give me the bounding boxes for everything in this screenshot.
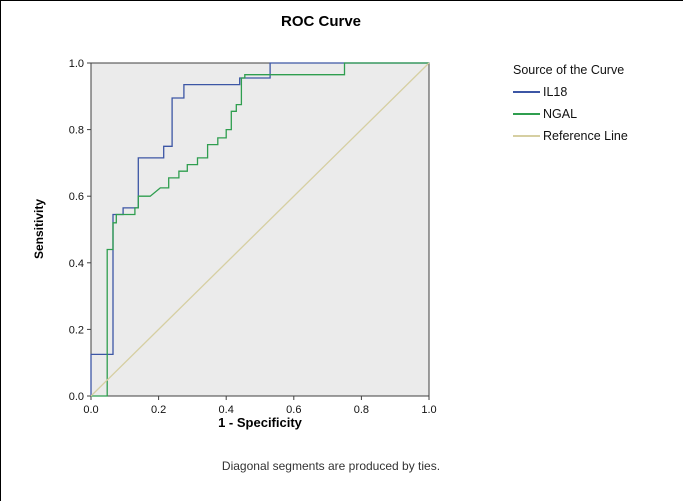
legend-label-reference: Reference Line bbox=[543, 129, 628, 143]
legend-line-swatch-il18 bbox=[513, 91, 540, 93]
chart-title: ROC Curve bbox=[280, 13, 362, 30]
y-tick-label: 0.2 bbox=[69, 324, 84, 336]
y-tick-label: 1.0 bbox=[69, 58, 84, 70]
y-tick-label: 0.0 bbox=[69, 391, 84, 403]
legend-line-swatch-reference bbox=[513, 135, 540, 137]
legend-item-reference-line: Reference Line bbox=[513, 125, 628, 147]
y-axis-label: Sensitivity bbox=[32, 198, 46, 260]
legend-item-ngal: NGAL bbox=[513, 103, 628, 125]
series-line-il18 bbox=[90, 62, 429, 396]
series-line-reference-line bbox=[90, 62, 430, 397]
legend-label-ngal: NGAL bbox=[543, 107, 578, 121]
y-tick-label: 0.8 bbox=[69, 125, 84, 137]
legend-line-swatch-ngal bbox=[513, 113, 540, 115]
legend-title: Source of the Curve bbox=[513, 63, 625, 77]
plot-panel bbox=[90, 62, 430, 397]
legend: Source of the Curve IL18 NGAL Reference … bbox=[513, 63, 628, 147]
series-line-ngal bbox=[91, 62, 429, 397]
y-tick-label: 0.6 bbox=[69, 191, 84, 203]
legend-item-il18: IL18 bbox=[513, 81, 628, 103]
x-axis-label: 1 - Specificity bbox=[218, 415, 302, 430]
y-tick-label: 0.4 bbox=[69, 258, 84, 270]
legend-label-il18: IL18 bbox=[543, 85, 568, 99]
chart-caption: Diagonal segments are produced by ties. bbox=[221, 459, 441, 473]
